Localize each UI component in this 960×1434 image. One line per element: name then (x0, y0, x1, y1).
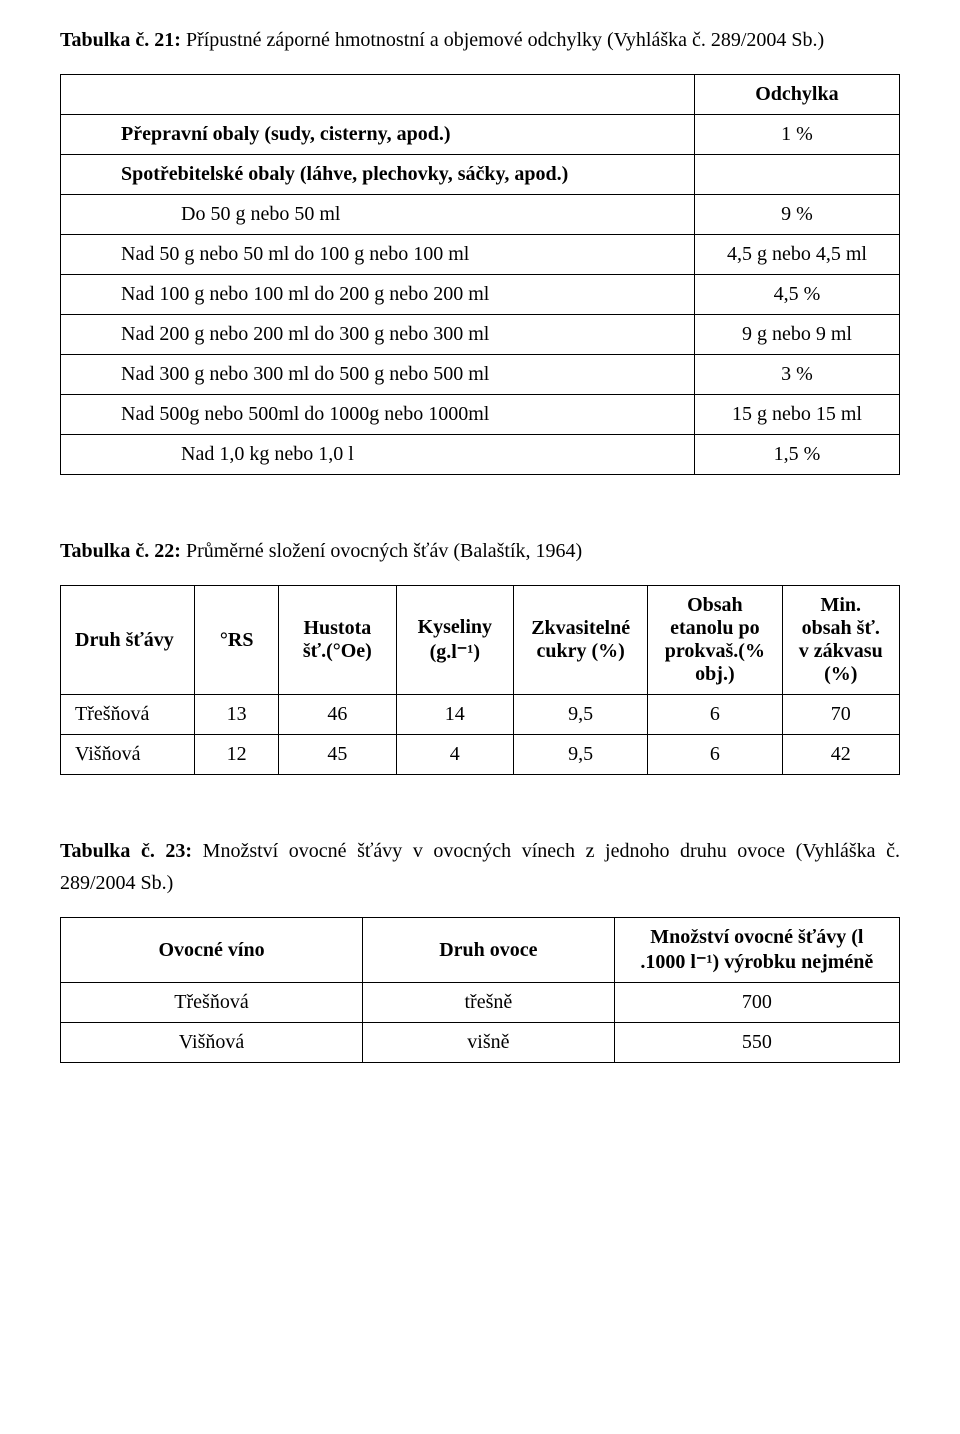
table23-r1c2: 550 (614, 1023, 899, 1063)
table21-r0-label-text: Přepravní obaly (sudy, cisterny, apod.) (121, 123, 450, 145)
table21-r2-value: 9 % (694, 195, 899, 235)
table22: Druh šťávy °RS Hustota šť.(°Oe) Kyseliny… (60, 585, 900, 775)
table21-r8-value: 1,5 % (694, 435, 899, 475)
table22-r1c4: 9,5 (514, 735, 648, 775)
table21-r2-label: Do 50 g nebo 50 ml (61, 195, 695, 235)
table22-h2: Hustota šť.(°Oe) (279, 586, 396, 695)
table21-r0-value: 1 % (694, 115, 899, 155)
table22-r1c5: 6 (648, 735, 782, 775)
table23-header-row: Ovocné víno Druh ovoce Množství ovocné š… (61, 918, 900, 983)
table21-r6-value: 3 % (694, 355, 899, 395)
table23-caption: Tabulka č. 23: Množství ovocné šťávy v o… (60, 835, 900, 899)
table23-h0: Ovocné víno (61, 918, 363, 983)
table22-r1c3: 4 (396, 735, 513, 775)
table21: Odchylka Přepravní obaly (sudy, cisterny… (60, 74, 900, 475)
table21-r8-label: Nad 1,0 kg nebo 1,0 l (61, 435, 695, 475)
table23-r1c0: Višňová (61, 1023, 363, 1063)
table22-h3: Kyseliny (g.l⁻¹) (396, 586, 513, 695)
table22-r0c1: 13 (195, 695, 279, 735)
table21-caption: Tabulka č. 21: Přípustné záporné hmotnos… (60, 24, 900, 56)
table21-header-odchylka-text: Odchylka (755, 83, 838, 105)
table21-header-row: Odchylka (61, 75, 900, 115)
table22-r0c2: 46 (279, 695, 396, 735)
table23-r1c1: višně (363, 1023, 615, 1063)
table21-r3-label: Nad 50 g nebo 50 ml do 100 g nebo 100 ml (61, 235, 695, 275)
table23-r0c2: 700 (614, 983, 899, 1023)
table21-r3-value: 4,5 g nebo 4,5 ml (694, 235, 899, 275)
table22-r0c6: 70 (782, 695, 900, 735)
table-row: Třešňová třešně 700 (61, 983, 900, 1023)
table22-h5: Obsah etanolu po prokvaš.(% obj.) (648, 586, 782, 695)
table22-h6: Min. obsah šť. v zákvasu (%) (782, 586, 900, 695)
table21-r1-value (694, 155, 899, 195)
table22-r1c0: Višňová (61, 735, 195, 775)
table21-caption-rest: Přípustné záporné hmotnostní a objemové … (181, 29, 824, 51)
table-row: Do 50 g nebo 50 ml 9 % (61, 195, 900, 235)
table22-r1c2: 45 (279, 735, 396, 775)
table21-r7-value: 15 g nebo 15 ml (694, 395, 899, 435)
table21-header-empty (61, 75, 695, 115)
table21-r1-label-text: Spotřebitelské obaly (láhve, plechovky, … (121, 163, 568, 185)
table21-caption-bold: Tabulka č. 21: (60, 29, 181, 51)
spacer (60, 775, 900, 835)
table22-h4: Zkvasitelné cukry (%) (514, 586, 648, 695)
table21-r5-label: Nad 200 g nebo 200 ml do 300 g nebo 300 … (61, 315, 695, 355)
spacer (60, 475, 900, 535)
table22-r0c0: Třešňová (61, 695, 195, 735)
table-row: Nad 500g nebo 500ml do 1000g nebo 1000ml… (61, 395, 900, 435)
table-row: Třešňová 13 46 14 9,5 6 70 (61, 695, 900, 735)
table22-r0c4: 9,5 (514, 695, 648, 735)
table-row: Višňová višně 550 (61, 1023, 900, 1063)
table-row: Nad 200 g nebo 200 ml do 300 g nebo 300 … (61, 315, 900, 355)
table-row: Višňová 12 45 4 9,5 6 42 (61, 735, 900, 775)
table-row: Nad 50 g nebo 50 ml do 100 g nebo 100 ml… (61, 235, 900, 275)
table22-caption-bold: Tabulka č. 22: (60, 540, 181, 562)
table21-header-odchylka: Odchylka (694, 75, 899, 115)
table21-r1-label: Spotřebitelské obaly (láhve, plechovky, … (61, 155, 695, 195)
table22-h0: Druh šťávy (61, 586, 195, 695)
table23-caption-bold: Tabulka č. 23: (60, 840, 192, 862)
table21-r6-label: Nad 300 g nebo 300 ml do 500 g nebo 500 … (61, 355, 695, 395)
table-row: Nad 100 g nebo 100 ml do 200 g nebo 200 … (61, 275, 900, 315)
table-row: Nad 1,0 kg nebo 1,0 l 1,5 % (61, 435, 900, 475)
table22-h1: °RS (195, 586, 279, 695)
page: Tabulka č. 21: Přípustné záporné hmotnos… (0, 0, 960, 1103)
table21-r5-value: 9 g nebo 9 ml (694, 315, 899, 355)
table23: Ovocné víno Druh ovoce Množství ovocné š… (60, 917, 900, 1063)
table21-r0-label: Přepravní obaly (sudy, cisterny, apod.) (61, 115, 695, 155)
table23-r0c0: Třešňová (61, 983, 363, 1023)
table23-h2: Množství ovocné šťávy (l .1000 l⁻¹) výro… (614, 918, 899, 983)
table23-r0c1: třešně (363, 983, 615, 1023)
table22-r1c1: 12 (195, 735, 279, 775)
table21-r4-label: Nad 100 g nebo 100 ml do 200 g nebo 200 … (61, 275, 695, 315)
table-row: Přepravní obaly (sudy, cisterny, apod.) … (61, 115, 900, 155)
table22-r1c6: 42 (782, 735, 900, 775)
table22-r0c5: 6 (648, 695, 782, 735)
table22-caption-rest: Průměrné složení ovocných šťáv (Balaštík… (181, 540, 582, 562)
table22-r0c3: 14 (396, 695, 513, 735)
table21-r7-label: Nad 500g nebo 500ml do 1000g nebo 1000ml (61, 395, 695, 435)
table-row: Nad 300 g nebo 300 ml do 500 g nebo 500 … (61, 355, 900, 395)
table22-caption: Tabulka č. 22: Průměrné složení ovocných… (60, 535, 900, 567)
table22-header-row: Druh šťávy °RS Hustota šť.(°Oe) Kyseliny… (61, 586, 900, 695)
table-row: Spotřebitelské obaly (láhve, plechovky, … (61, 155, 900, 195)
table23-h1: Druh ovoce (363, 918, 615, 983)
table21-r4-value: 4,5 % (694, 275, 899, 315)
